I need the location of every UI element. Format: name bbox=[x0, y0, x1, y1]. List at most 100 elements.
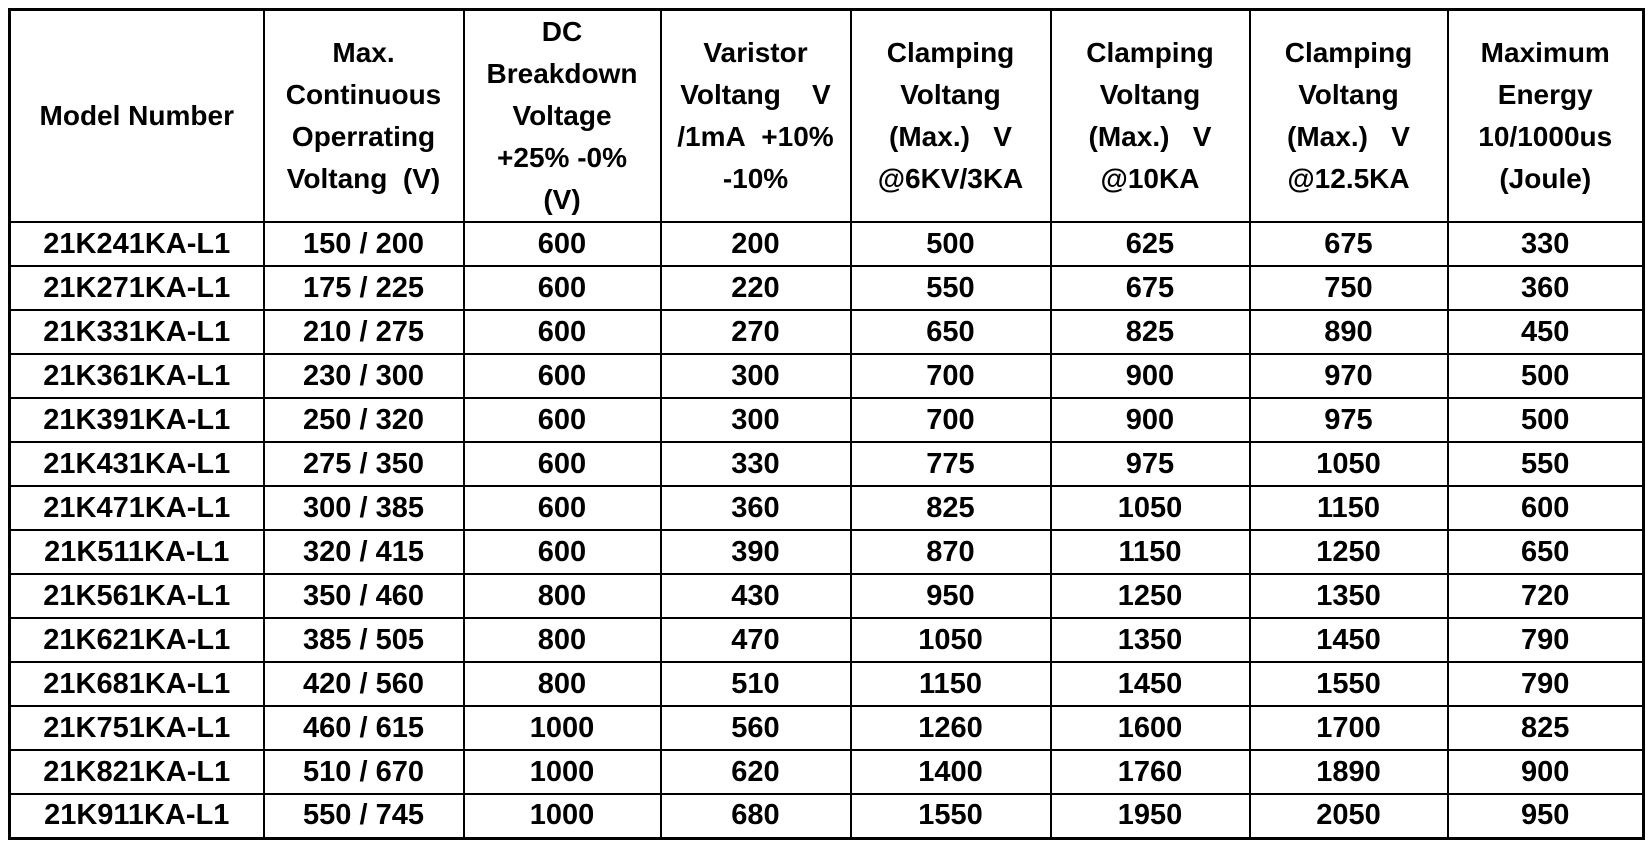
header-line: @12.5KA bbox=[1287, 163, 1410, 194]
model-number-cell: 21K511KA-L1 bbox=[8, 529, 265, 575]
value-cell-maximum-energy: 790 bbox=[1446, 617, 1645, 663]
header-line: Operrating bbox=[291, 121, 436, 152]
header-line: Continuous bbox=[285, 79, 442, 110]
header-line: Voltage bbox=[512, 100, 612, 131]
header-line: DC bbox=[541, 16, 583, 47]
model-number-cell: 21K621KA-L1 bbox=[8, 617, 265, 663]
value-cell-maximum-energy: 790 bbox=[1446, 661, 1645, 707]
value-cell-varistor-voltage-1ma: 270 bbox=[659, 309, 852, 355]
header-line: @10KA bbox=[1100, 163, 1200, 194]
header-row: Model Number Max. Continuous Operrating Volt… bbox=[8, 8, 1645, 223]
value-cell-dc-breakdown-voltage: 800 bbox=[462, 617, 662, 663]
value-cell-clamping-voltage-12-5ka: 2050 bbox=[1248, 793, 1449, 839]
value-cell-clamping-voltage-10ka: 625 bbox=[1049, 221, 1251, 267]
header-line: (V) bbox=[543, 184, 581, 215]
value-cell-varistor-voltage-1ma: 300 bbox=[659, 353, 852, 399]
header-line: Clamping bbox=[886, 37, 1015, 68]
model-number-cell: 21K361KA-L1 bbox=[8, 353, 265, 399]
table-row: 21K751KA-L1 460 / 615 1000 560 1260 1600 1700 8… bbox=[8, 705, 1645, 751]
table-row: 21K621KA-L1 385 / 505 800 470 1050 1350 1450 79… bbox=[8, 617, 1645, 663]
value-cell-varistor-voltage-1ma: 220 bbox=[659, 265, 852, 311]
value-cell-clamping-voltage-6kv-3ka: 1150 bbox=[849, 661, 1052, 707]
value-cell-clamping-voltage-12-5ka: 890 bbox=[1248, 309, 1449, 355]
value-cell-clamping-voltage-12-5ka: 675 bbox=[1248, 221, 1449, 267]
value-cell-maximum-energy: 450 bbox=[1446, 309, 1645, 355]
header-line: Voltang (V) bbox=[286, 163, 441, 194]
column-header-varistor-voltage-1ma: Varistor Voltang V/1mA +10% -10% bbox=[659, 8, 852, 223]
model-number-cell: 21K271KA-L1 bbox=[8, 265, 265, 311]
header-line: Max. bbox=[332, 37, 395, 68]
value-cell-clamping-voltage-10ka: 1150 bbox=[1049, 529, 1251, 575]
value-cell-clamping-voltage-12-5ka: 1450 bbox=[1248, 617, 1449, 663]
value-cell-dc-breakdown-voltage: 1000 bbox=[462, 705, 662, 751]
header-line: @6KV/3KA bbox=[877, 163, 1024, 194]
value-cell-max-continuous-operating-voltage: 300 / 385 bbox=[262, 485, 465, 531]
value-cell-dc-breakdown-voltage: 600 bbox=[462, 397, 662, 443]
column-header-clamping-voltage-12-5ka: Clamping Voltang (Max.) V @12.5KA bbox=[1248, 8, 1449, 223]
header-line: Voltang bbox=[900, 79, 1001, 110]
value-cell-clamping-voltage-6kv-3ka: 700 bbox=[849, 397, 1052, 443]
header-line: 10/1000us bbox=[1478, 121, 1613, 152]
value-cell-maximum-energy: 825 bbox=[1446, 705, 1645, 751]
value-cell-maximum-energy: 500 bbox=[1446, 353, 1645, 399]
value-cell-maximum-energy: 330 bbox=[1446, 221, 1645, 267]
value-cell-max-continuous-operating-voltage: 275 / 350 bbox=[262, 441, 465, 487]
varistor-spec-table: Model Number Max. Continuous Operrating Volt… bbox=[8, 8, 1645, 840]
value-cell-varistor-voltage-1ma: 300 bbox=[659, 397, 852, 443]
table-row: 21K271KA-L1 175 / 225 600 220 550 675 750 360 bbox=[8, 265, 1645, 311]
header-line: Clamping bbox=[1086, 37, 1214, 68]
value-cell-clamping-voltage-12-5ka: 1350 bbox=[1248, 573, 1449, 619]
table-row: 21K821KA-L1 510 / 670 1000 620 1400 1760 1890 9… bbox=[8, 749, 1645, 795]
header-line: /1mA +10% bbox=[677, 121, 834, 152]
value-cell-clamping-voltage-6kv-3ka: 500 bbox=[849, 221, 1052, 267]
value-cell-varistor-voltage-1ma: 390 bbox=[659, 529, 852, 575]
table-row: 21K331KA-L1 210 / 275 600 270 650 825 890 450 bbox=[8, 309, 1645, 355]
header-line: Maximum bbox=[1480, 37, 1610, 68]
value-cell-maximum-energy: 500 bbox=[1446, 397, 1645, 443]
value-cell-clamping-voltage-6kv-3ka: 775 bbox=[849, 441, 1052, 487]
model-number-cell: 21K561KA-L1 bbox=[8, 573, 265, 619]
column-header-clamping-voltage-10ka: Clamping Voltang (Max.) V @10KA bbox=[1049, 8, 1251, 223]
value-cell-clamping-voltage-6kv-3ka: 1050 bbox=[849, 617, 1052, 663]
column-header-maximum-energy: Maximum Energy 10/1000us (Joule) bbox=[1446, 8, 1645, 223]
value-cell-clamping-voltage-10ka: 975 bbox=[1049, 441, 1251, 487]
value-cell-varistor-voltage-1ma: 430 bbox=[659, 573, 852, 619]
table-row: 21K561KA-L1 350 / 460 800 430 950 1250 1350 720 bbox=[8, 573, 1645, 619]
value-cell-clamping-voltage-10ka: 900 bbox=[1049, 353, 1251, 399]
value-cell-clamping-voltage-10ka: 1250 bbox=[1049, 573, 1251, 619]
value-cell-clamping-voltage-10ka: 825 bbox=[1049, 309, 1251, 355]
value-cell-varistor-voltage-1ma: 510 bbox=[659, 661, 852, 707]
value-cell-max-continuous-operating-voltage: 210 / 275 bbox=[262, 309, 465, 355]
value-cell-varistor-voltage-1ma: 200 bbox=[659, 221, 852, 267]
value-cell-dc-breakdown-voltage: 1000 bbox=[462, 749, 662, 795]
value-cell-dc-breakdown-voltage: 600 bbox=[462, 221, 662, 267]
value-cell-clamping-voltage-10ka: 1450 bbox=[1049, 661, 1251, 707]
header-line: Model Number bbox=[39, 100, 234, 131]
value-cell-clamping-voltage-12-5ka: 1250 bbox=[1248, 529, 1449, 575]
header-line: Energy bbox=[1497, 79, 1593, 110]
model-number-cell: 21K911KA-L1 bbox=[8, 793, 265, 839]
column-header-max-continuous-operating-voltage: Max. Continuous Operrating Voltang (V) bbox=[262, 8, 465, 223]
value-cell-clamping-voltage-12-5ka: 1050 bbox=[1248, 441, 1449, 487]
model-number-cell: 21K821KA-L1 bbox=[8, 749, 265, 795]
value-cell-clamping-voltage-6kv-3ka: 1260 bbox=[849, 705, 1052, 751]
table-row: 21K241KA-L1 150 / 200 600 200 500 625 675 330 bbox=[8, 221, 1645, 267]
value-cell-dc-breakdown-voltage: 600 bbox=[462, 265, 662, 311]
value-cell-maximum-energy: 900 bbox=[1446, 749, 1645, 795]
value-cell-max-continuous-operating-voltage: 350 / 460 bbox=[262, 573, 465, 619]
table-row: 21K471KA-L1 300 / 385 600 360 825 1050 1150 600 bbox=[8, 485, 1645, 531]
header-line: Voltang V bbox=[680, 79, 831, 110]
model-number-cell: 21K471KA-L1 bbox=[8, 485, 265, 531]
header-line: Voltang bbox=[1099, 79, 1201, 110]
model-number-cell: 21K241KA-L1 bbox=[8, 221, 265, 267]
value-cell-max-continuous-operating-voltage: 230 / 300 bbox=[262, 353, 465, 399]
value-cell-maximum-energy: 550 bbox=[1446, 441, 1645, 487]
value-cell-varistor-voltage-1ma: 620 bbox=[659, 749, 852, 795]
value-cell-varistor-voltage-1ma: 560 bbox=[659, 705, 852, 751]
value-cell-clamping-voltage-12-5ka: 750 bbox=[1248, 265, 1449, 311]
value-cell-varistor-voltage-1ma: 360 bbox=[659, 485, 852, 531]
model-number-cell: 21K391KA-L1 bbox=[8, 397, 265, 443]
header-line: Clamping bbox=[1284, 37, 1413, 68]
value-cell-clamping-voltage-12-5ka: 975 bbox=[1248, 397, 1449, 443]
